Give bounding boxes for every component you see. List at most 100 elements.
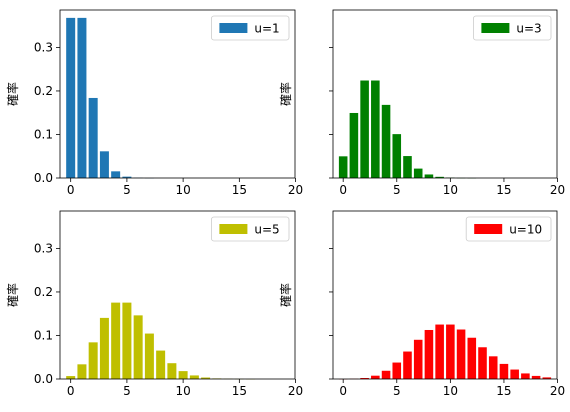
y-tick-label: 0.3 — [34, 40, 53, 54]
bar-12 — [467, 337, 477, 379]
legend: u=1 — [210, 15, 290, 41]
axes-frame — [332, 9, 558, 179]
bar-13 — [478, 347, 487, 379]
bar-0 — [66, 17, 76, 178]
legend-box — [472, 15, 552, 41]
x-tick-label: 5 — [393, 183, 401, 197]
axes-frame — [332, 210, 558, 380]
bar-7 — [413, 339, 423, 379]
x-tick-label: 20 — [288, 384, 303, 398]
y-axis-label: 確率 — [278, 283, 293, 307]
legend-swatch — [474, 224, 503, 234]
legend: u=3 — [472, 15, 552, 41]
legend-box — [210, 216, 290, 242]
x-tick-label: 10 — [443, 384, 458, 398]
bar-19 — [542, 377, 552, 379]
bar-7 — [413, 168, 423, 178]
x-tick-label: 15 — [496, 183, 511, 197]
bar-6 — [133, 315, 143, 379]
bar-9 — [435, 176, 444, 178]
legend: u=5 — [210, 216, 290, 242]
bar-1 — [77, 17, 87, 178]
y-tick-label: 0.2 — [34, 84, 53, 98]
bar-14 — [488, 356, 498, 379]
legend-swatch — [219, 23, 248, 33]
x-tick-label: 15 — [232, 183, 247, 197]
legend-box — [465, 216, 552, 242]
legend-swatch — [481, 23, 510, 33]
bar-17 — [521, 373, 530, 379]
y-tick-label: 0.1 — [34, 328, 53, 342]
bar-4 — [111, 171, 121, 178]
bar-3 — [99, 317, 109, 379]
bar-11 — [189, 375, 199, 379]
bar-3 — [99, 151, 109, 178]
bar-8 — [424, 174, 434, 178]
y-tick-label: 0.2 — [34, 285, 53, 299]
bar-5 — [122, 302, 132, 379]
y-tick-label: 0.0 — [34, 171, 53, 185]
axes-frame — [59, 210, 296, 380]
bar-18 — [531, 375, 541, 379]
x-tick-label: 10 — [175, 183, 190, 197]
subplot-2: 0 5 10 15 20 確率 u=3 — [278, 9, 565, 197]
bar-0 — [66, 376, 76, 379]
bar-6 — [403, 351, 412, 379]
subplot-1: 0 5 10 15 20 0.0 0.1 0.2 0.3 確率 u=1 — [5, 9, 303, 197]
bar-5 — [122, 176, 132, 178]
x-tick-label: 5 — [123, 384, 131, 398]
x-tick-label: 15 — [496, 384, 511, 398]
y-tick-label: 0.3 — [34, 241, 53, 255]
y-tick-label: 0.1 — [34, 127, 53, 141]
x-tick-label: 20 — [288, 183, 303, 197]
x-tick-label: 10 — [443, 183, 458, 197]
legend-label: u=10 — [509, 223, 542, 237]
bar-5 — [392, 134, 402, 178]
legend: u=10 — [465, 216, 552, 242]
x-tick-label: 20 — [550, 183, 565, 197]
bar-8 — [156, 350, 166, 379]
bar-8 — [424, 329, 434, 379]
subplot-4: 0 5 10 15 20 確率 u=10 — [278, 210, 565, 398]
bar-2 — [360, 378, 369, 379]
bar-1 — [349, 112, 359, 178]
bar-10 — [446, 324, 455, 379]
bar-4 — [111, 302, 121, 379]
bar-11 — [456, 329, 466, 379]
bar-4 — [381, 370, 391, 379]
bar-6 — [403, 156, 412, 178]
bar-9 — [167, 363, 177, 379]
bar-0 — [338, 156, 348, 178]
bar-10 — [178, 371, 188, 379]
x-tick-label: 10 — [175, 384, 190, 398]
subplot-3: 0 5 10 15 20 0.0 0.1 0.2 0.3 確率 u=5 — [5, 210, 303, 398]
x-tick-label: 0 — [67, 183, 75, 197]
x-tick-label: 0 — [67, 384, 75, 398]
legend-box — [210, 15, 290, 41]
bar-12 — [201, 377, 211, 379]
bar-16 — [510, 369, 519, 379]
x-tick-label: 0 — [339, 384, 347, 398]
bar-2 — [88, 97, 98, 178]
x-tick-label: 15 — [232, 384, 247, 398]
y-tick-label: 0.0 — [34, 372, 53, 386]
bar-1 — [77, 364, 87, 379]
legend-label: u=1 — [254, 22, 279, 36]
x-tick-label: 5 — [123, 183, 131, 197]
bar-2 — [360, 80, 369, 178]
bar-9 — [435, 324, 444, 379]
bar-3 — [371, 80, 380, 178]
bar-7 — [144, 333, 154, 379]
bar-4 — [381, 104, 391, 178]
x-tick-label: 20 — [550, 384, 565, 398]
x-tick-label: 5 — [393, 384, 401, 398]
bar-3 — [371, 375, 380, 379]
bar-2 — [88, 342, 98, 379]
legend-label: u=5 — [254, 223, 279, 237]
bar-15 — [499, 363, 509, 379]
legend-swatch — [219, 224, 248, 234]
y-axis-label: 確率 — [278, 82, 293, 106]
y-axis-label: 確率 — [5, 82, 20, 106]
axes-frame — [59, 9, 296, 179]
